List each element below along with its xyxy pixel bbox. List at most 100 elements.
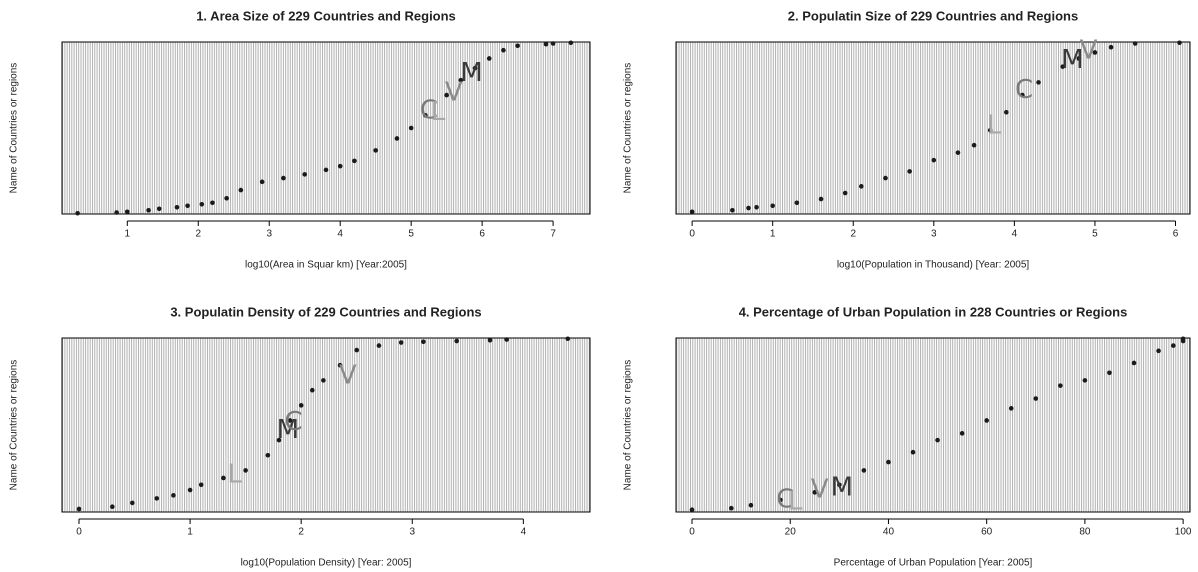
point: [321, 378, 326, 383]
x-tick-label: 5: [408, 229, 414, 240]
point: [1020, 92, 1025, 98]
point: [501, 47, 506, 53]
point: [504, 337, 509, 342]
point: [199, 201, 205, 207]
point: [408, 125, 414, 131]
chart-title: 1. Area Size of 229 Countries and Region…: [196, 8, 456, 23]
point: [243, 468, 248, 473]
x-tick-label: 4: [1012, 229, 1018, 240]
point: [352, 158, 357, 164]
point: [1171, 343, 1176, 348]
x-tick-label: 6: [1173, 229, 1179, 240]
x-tick-label: 4: [337, 229, 343, 240]
point: [748, 502, 754, 508]
x-axis-label: log10(Area in Squar km) [Year:2005]: [245, 260, 407, 271]
point: [955, 150, 961, 155]
point: [224, 195, 229, 201]
x-tick-label: 60: [981, 527, 993, 538]
annotation: C: [776, 484, 794, 514]
point: [1131, 360, 1137, 366]
point: [1082, 378, 1088, 383]
point: [373, 148, 378, 153]
point: [221, 475, 226, 481]
point: [754, 204, 759, 210]
y-axis-label: Name of Countries or regions: [9, 63, 20, 194]
x-axis-label: log10(Population Density) [Year: 2005]: [241, 558, 412, 569]
plot-area: [675, 337, 1191, 513]
annotation: L: [431, 97, 446, 127]
point: [1036, 80, 1041, 85]
x-tick-label: 3: [409, 527, 415, 538]
chart-title: 2. Populatin Size of 229 Countries and R…: [788, 8, 1078, 23]
point: [1004, 109, 1009, 115]
point: [730, 207, 735, 213]
x-tick-label: 100: [1175, 527, 1192, 538]
point: [309, 387, 315, 393]
x-tick-label: 80: [1079, 527, 1091, 538]
x-tick-label: 40: [883, 527, 895, 538]
plot-area: [61, 41, 591, 215]
point: [171, 493, 176, 498]
annotation: C: [284, 407, 302, 437]
point: [458, 77, 464, 83]
point: [114, 210, 119, 215]
point: [1132, 41, 1138, 46]
x-tick-label: 1: [770, 229, 776, 240]
point: [154, 496, 160, 501]
point: [812, 490, 818, 495]
annotation: V: [339, 360, 357, 390]
point: [931, 157, 937, 163]
point: [883, 175, 888, 181]
point: [454, 338, 459, 344]
point: [568, 40, 574, 46]
x-tick-label: 1: [187, 527, 193, 538]
x-tick-label: 20: [785, 527, 797, 538]
annotation: L: [987, 110, 1002, 140]
point: [837, 482, 842, 488]
point: [287, 418, 293, 423]
point: [444, 92, 449, 98]
point: [259, 179, 265, 185]
annotation: M: [460, 58, 482, 88]
point: [124, 209, 130, 215]
point: [794, 200, 800, 206]
point: [728, 505, 734, 511]
point: [746, 205, 751, 211]
y-axis-label: Name of Countries or regions: [9, 360, 20, 491]
point: [130, 500, 135, 506]
x-tick-label: 3: [266, 229, 272, 240]
y-axis-label: Name of Countries or regions: [623, 63, 634, 194]
point: [265, 452, 271, 458]
point: [146, 207, 151, 213]
annotation: M: [277, 415, 299, 445]
chart-title: 3. Populatin Density of 229 Countries an…: [170, 304, 481, 319]
annotation: L: [227, 459, 242, 489]
point: [565, 336, 571, 342]
annotation: V: [811, 475, 829, 505]
y-axis-label: Name of Countries or regions: [623, 360, 634, 491]
point: [472, 65, 478, 71]
point: [185, 203, 190, 209]
point: [337, 163, 343, 169]
point: [1107, 370, 1112, 376]
point: [421, 339, 426, 345]
x-tick-label: 3: [931, 229, 937, 240]
x-tick-label: 2: [850, 229, 856, 240]
x-tick-label: 2: [195, 229, 201, 240]
point: [907, 169, 912, 174]
point: [110, 504, 115, 510]
point: [394, 136, 400, 141]
point: [238, 187, 244, 193]
point: [276, 437, 282, 443]
point: [818, 196, 824, 202]
point: [861, 468, 867, 473]
point: [959, 431, 965, 436]
point: [858, 184, 864, 189]
point: [487, 337, 493, 343]
point: [886, 459, 891, 465]
point: [187, 487, 193, 493]
x-tick-label: 2: [298, 527, 304, 538]
point: [1033, 396, 1039, 401]
point: [778, 497, 783, 503]
